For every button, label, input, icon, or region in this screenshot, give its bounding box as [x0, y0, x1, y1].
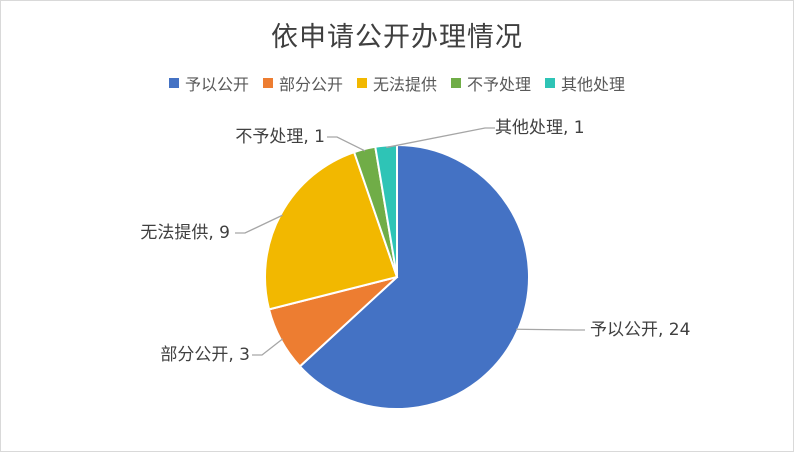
legend-item-4: 其他处理 — [545, 71, 625, 95]
legend-item-3: 不予处理 — [451, 71, 531, 95]
leader-line-1 — [252, 338, 284, 356]
pie-slice-0 — [298, 143, 530, 410]
legend-label-3: 不予处理 — [467, 75, 532, 94]
legend-swatch-2 — [356, 78, 367, 88]
leader-line-4 — [386, 127, 495, 149]
data-label-2: 无法提供, 9 — [140, 223, 230, 243]
legend-item-1: 部分公开 — [262, 71, 343, 95]
pie-slice-2 — [264, 150, 399, 311]
leader-line-3 — [327, 136, 366, 152]
legend-swatch-3 — [451, 78, 461, 88]
legend-label-0: 予以公开 — [184, 75, 249, 94]
legend-label-2: 无法提供 — [372, 75, 437, 94]
legend-item-2: 无法提供 — [356, 71, 437, 95]
legend-swatch-4 — [545, 78, 556, 88]
chart-title: 依申请公开办理情况 — [271, 22, 523, 53]
data-label-3: 不予处理, 1 — [235, 127, 325, 147]
legend-label-4: 其他处理 — [561, 75, 626, 94]
data-label-4: 其他处理, 1 — [495, 118, 585, 138]
data-label-0: 予以公开, 24 — [590, 320, 690, 340]
leader-line-0 — [516, 328, 585, 331]
legend-swatch-0 — [168, 78, 179, 88]
legend: 予以公开 部分公开 无法提供 不予处理 其他处理 — [1, 71, 793, 95]
legend-item-0: 予以公开 — [168, 71, 249, 95]
data-label-1: 部分公开, 3 — [160, 345, 250, 365]
leader-line-2 — [235, 214, 283, 234]
legend-label-1: 部分公开 — [278, 75, 343, 94]
legend-swatch-1 — [262, 78, 273, 88]
